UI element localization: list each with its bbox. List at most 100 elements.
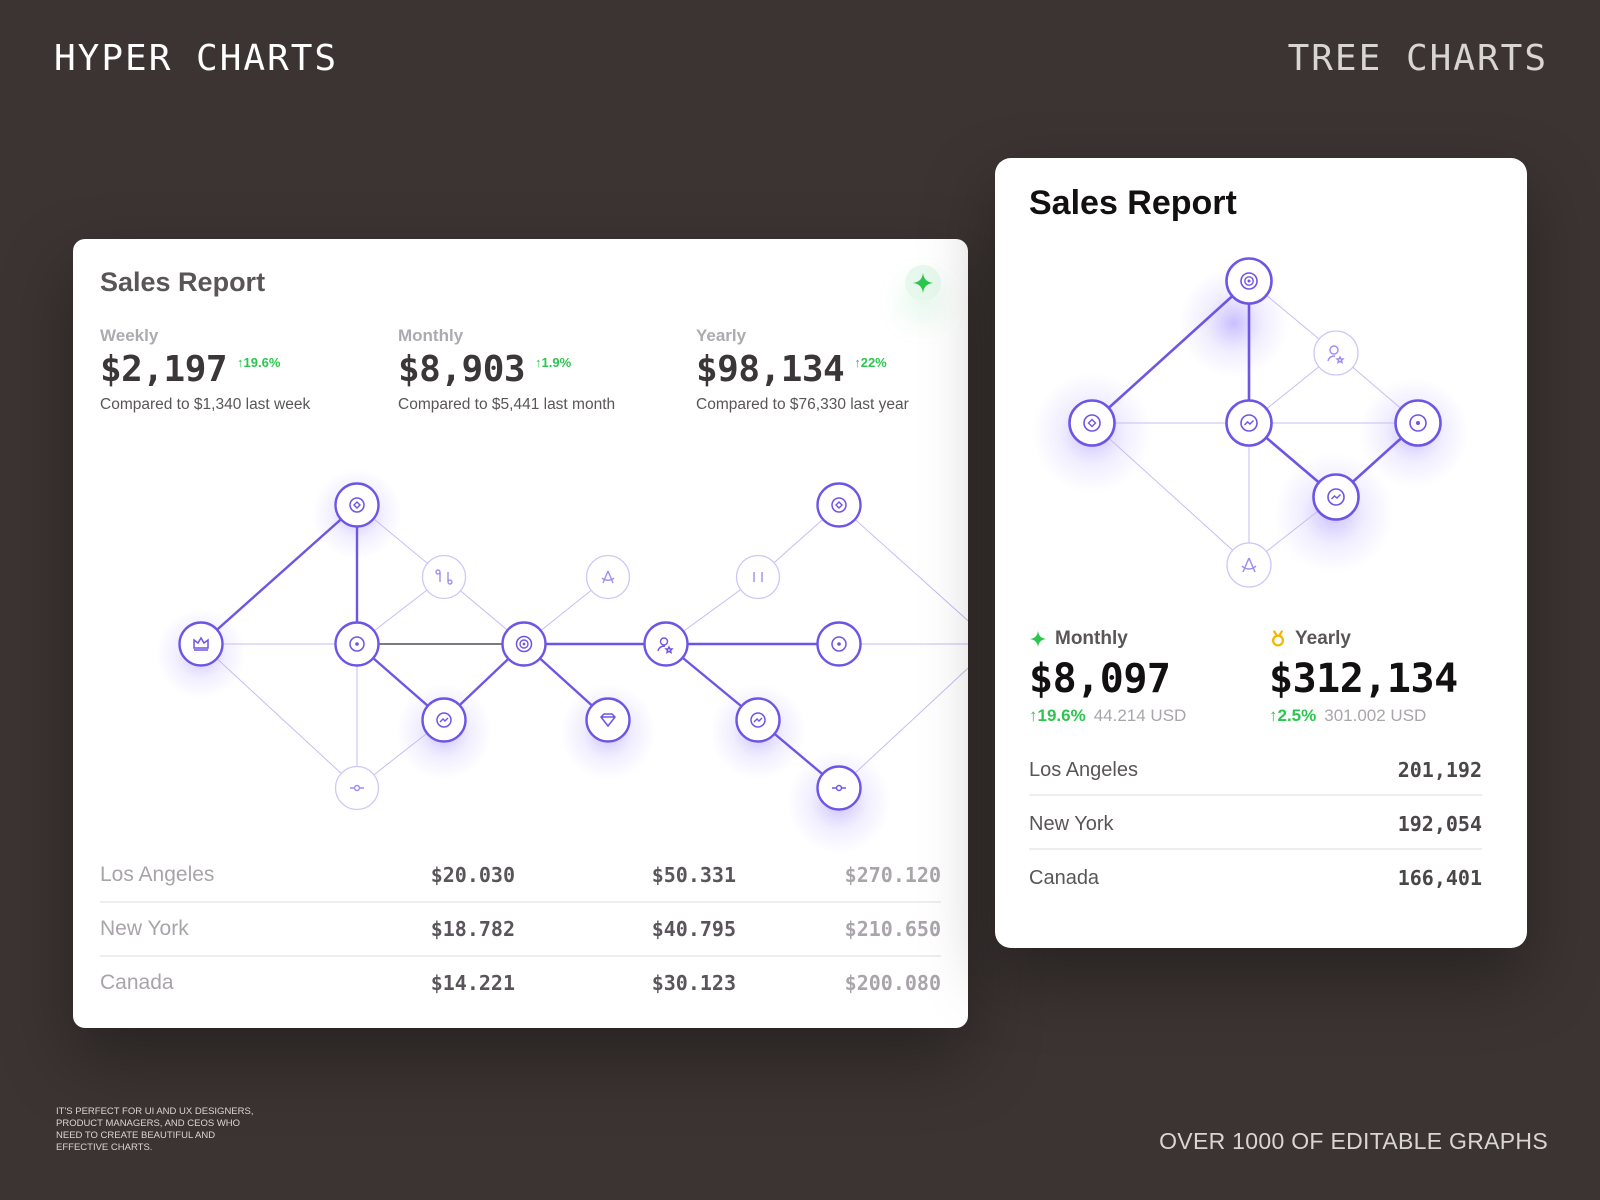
compass-icon xyxy=(1241,557,1257,573)
tree-graph-small xyxy=(1032,257,1469,588)
node-compass[interactable] xyxy=(1226,542,1272,588)
city-value: 166,401 xyxy=(1397,866,1482,890)
commit-icon xyxy=(832,784,846,792)
trend-icon xyxy=(439,717,449,723)
metric-monthly: Monthly $8,903 ↑1.9% Compared to $5,441 … xyxy=(398,326,615,414)
edge-thin xyxy=(838,667,968,789)
sparkle-button[interactable] xyxy=(905,265,941,301)
weekly-value: $14.221 xyxy=(430,971,515,995)
node-gem[interactable] xyxy=(585,697,631,743)
metric-yearly: Yearly $98,134 ↑22% Compared to $76,330 … xyxy=(696,326,909,414)
edge-thin xyxy=(838,504,968,622)
node-bullseye[interactable] xyxy=(501,621,547,667)
card-title: Sales Report xyxy=(1029,184,1237,222)
node-user-star[interactable] xyxy=(1313,330,1359,376)
city-table: Los Angeles 201,192 New York 192,054 Can… xyxy=(1029,742,1482,902)
city-value: 192,054 xyxy=(1397,812,1482,836)
weekly-value: $20.030 xyxy=(430,863,515,887)
node-center-dot[interactable] xyxy=(816,621,862,667)
section-title: TREE CHARTS xyxy=(1287,38,1548,79)
diamond-icon xyxy=(835,501,843,509)
sales-table: Los Angeles $20.030 $50.331 $270.120 New… xyxy=(100,849,941,1009)
dot-icon xyxy=(1416,421,1420,425)
node-diamond-target[interactable] xyxy=(334,482,380,528)
table-row: Canada $14.221 $30.123 $200.080 xyxy=(100,957,941,1009)
metric-label: Yearly xyxy=(1295,628,1351,649)
card-title: Sales Report xyxy=(100,267,266,297)
metric-value: $312,134 xyxy=(1269,656,1458,702)
edge-thin xyxy=(1091,422,1250,566)
city-label: New York xyxy=(1029,813,1114,835)
node-trend[interactable] xyxy=(735,697,781,743)
node-trend[interactable] xyxy=(1312,473,1360,521)
metric-value: $8,903 xyxy=(398,349,526,390)
city-label: Los Angeles xyxy=(1029,759,1138,781)
city-label: Los Angeles xyxy=(100,863,215,886)
table-row: Canada 166,401 xyxy=(1029,850,1482,902)
metric-value: $8,097 xyxy=(1029,656,1171,702)
node-diamond-target[interactable] xyxy=(816,482,862,528)
node-commit[interactable] xyxy=(334,765,380,811)
table-row: New York 192,054 xyxy=(1029,796,1482,850)
node-compass[interactable] xyxy=(585,554,631,600)
node-bullseye[interactable] xyxy=(1225,257,1273,305)
node-user-star[interactable] xyxy=(643,621,689,667)
node-transfer[interactable] xyxy=(421,554,467,600)
gem-icon xyxy=(600,713,616,728)
metric-compare: Compared to $1,340 last week xyxy=(100,396,311,413)
brand-title: HYPER CHARTS xyxy=(54,38,339,79)
target-icon xyxy=(522,642,526,646)
metric-compare: Compared to $76,330 last year xyxy=(696,396,909,413)
monthly-value: $30.123 xyxy=(651,971,736,995)
sparkle-icon xyxy=(912,272,934,294)
metric-monthly: Monthly $8,097 ↑19.6% 44.214 USD xyxy=(1029,628,1186,726)
metric-compare: Compared to $5,441 last month xyxy=(398,396,616,413)
trend-icon xyxy=(753,717,763,723)
table-row: Los Angeles $20.030 $50.331 $270.120 xyxy=(100,849,941,903)
table-row: Los Angeles 201,192 xyxy=(1029,742,1482,796)
node-transfer[interactable] xyxy=(735,554,781,600)
tagline: OVER 1000 OF EDITABLE GRAPHS xyxy=(1159,1128,1548,1154)
compass-icon xyxy=(601,570,615,584)
medal-icon xyxy=(1272,630,1284,647)
user-star-icon xyxy=(1327,345,1345,364)
metric-label: Yearly xyxy=(696,326,747,345)
node-trend[interactable] xyxy=(1225,399,1273,447)
node-commit[interactable] xyxy=(816,765,862,811)
transfer-icon xyxy=(753,572,763,582)
metric-yearly: Yearly $312,134 ↑2.5% 301.002 USD xyxy=(1269,628,1458,726)
node-trend[interactable] xyxy=(421,697,467,743)
sales-report-card-large: Sales Report Weekly $2,197 ↑19.6% Compar… xyxy=(73,239,968,1028)
metric-delta: ↑19.6% xyxy=(1029,706,1086,725)
yearly-value: $200.080 xyxy=(844,971,941,995)
target-icon xyxy=(1247,279,1251,283)
trend-icon xyxy=(1244,420,1254,426)
dot-icon xyxy=(837,642,841,646)
node-crown[interactable] xyxy=(178,621,224,667)
yearly-value: $210.650 xyxy=(844,917,941,941)
trend-icon xyxy=(1331,494,1341,500)
table-row: New York $18.782 $40.795 $210.650 xyxy=(100,903,941,957)
metric-label: Monthly xyxy=(398,326,464,345)
transfer-icon xyxy=(435,569,453,585)
metric-value: $98,134 xyxy=(696,349,845,390)
node-diamond-target[interactable] xyxy=(1068,399,1116,447)
crown-icon xyxy=(193,636,209,651)
city-label: Canada xyxy=(100,971,174,994)
user-star-icon xyxy=(657,637,674,654)
commit-icon xyxy=(350,784,364,792)
metric-usd: 44.214 USD xyxy=(1093,706,1187,725)
metric-label: Weekly xyxy=(100,326,159,345)
diamond-icon xyxy=(1087,418,1097,428)
edge-thick xyxy=(200,504,358,645)
node-center-dot[interactable] xyxy=(334,621,380,667)
node-center-dot[interactable] xyxy=(1394,399,1442,447)
city-label: Canada xyxy=(1029,867,1100,889)
weekly-value: $18.782 xyxy=(430,917,515,941)
metric-usd: 301.002 USD xyxy=(1324,706,1427,725)
diamond-icon xyxy=(353,501,361,509)
tree-graph-large xyxy=(156,469,968,854)
edge-thin xyxy=(200,643,358,789)
city-label: New York xyxy=(100,917,189,940)
monthly-value: $40.795 xyxy=(651,917,736,941)
